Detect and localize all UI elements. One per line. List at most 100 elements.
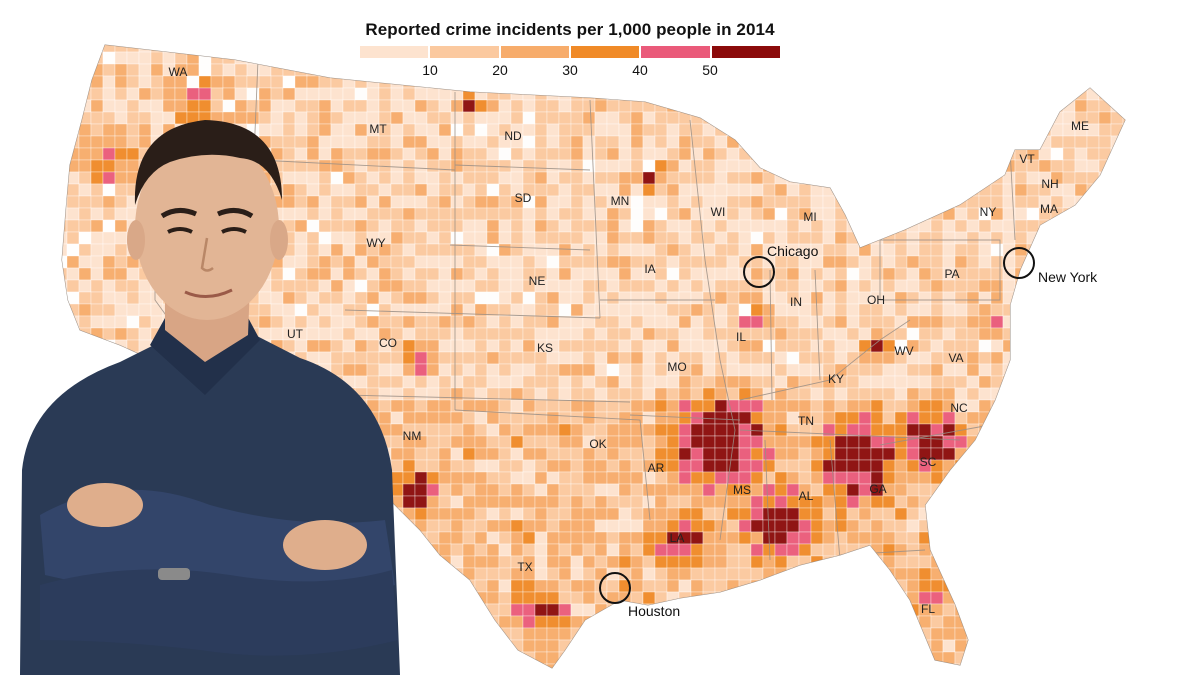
county-cell: [414, 279, 428, 293]
county-cell: [90, 159, 104, 173]
county-cell: [786, 339, 800, 353]
person-watch: [158, 568, 190, 580]
county-cell: [702, 315, 716, 329]
county-cell: [1098, 219, 1112, 233]
county-cell: [462, 267, 476, 281]
county-cell: [342, 147, 356, 161]
county-cell: [438, 327, 452, 341]
county-cell: [102, 351, 116, 365]
county-cell: [1038, 459, 1052, 473]
county-cell: [690, 327, 704, 341]
county-cell: [858, 159, 872, 173]
county-cell: [558, 411, 572, 425]
county-cell: [402, 87, 416, 101]
county-cell: [1110, 603, 1124, 617]
county-cell: [726, 615, 740, 629]
county-cell: [294, 195, 308, 209]
county-cell: [1014, 375, 1028, 389]
county-cell: [906, 63, 920, 77]
county-cell: [1002, 483, 1016, 497]
county-cell: [294, 183, 308, 197]
county-cell: [906, 171, 920, 185]
county-cell: [858, 579, 872, 593]
county-cell: [366, 99, 380, 113]
county-cell: [438, 291, 452, 305]
county-cell: [570, 339, 584, 353]
county-cell: [450, 483, 464, 497]
county-cell: [1110, 171, 1124, 185]
county-cell: [402, 123, 416, 137]
county-cell: [570, 507, 584, 521]
county-cell: [150, 123, 164, 137]
county-cell: [594, 327, 608, 341]
county-cell: [1074, 339, 1088, 353]
county-cell: [978, 51, 992, 65]
county-cell: [618, 303, 632, 317]
county-cell: [702, 363, 716, 377]
county-cell: [582, 663, 596, 668]
county-cell: [450, 99, 464, 113]
county-cell: [810, 171, 824, 185]
county-cell: [570, 291, 584, 305]
county-cell: [1074, 75, 1088, 89]
county-cell: [966, 183, 980, 197]
county-cell: [1026, 387, 1040, 401]
county-cell: [942, 51, 956, 65]
county-cell: [702, 423, 716, 437]
county-cell: [330, 135, 344, 149]
county-cell: [594, 627, 608, 641]
county-cell: [678, 231, 692, 245]
county-cell: [714, 243, 728, 257]
county-cell: [918, 399, 932, 413]
county-cell: [450, 471, 464, 485]
county-cell: [606, 639, 620, 653]
county-cell: [1026, 375, 1040, 389]
county-cell: [306, 123, 320, 137]
county-cell: [102, 315, 116, 329]
county-cell: [1086, 339, 1100, 353]
county-cell: [810, 507, 824, 521]
county-cell: [954, 303, 968, 317]
county-cell: [930, 159, 944, 173]
county-cell: [990, 663, 1004, 668]
county-cell: [378, 303, 392, 317]
county-cell: [1086, 219, 1100, 233]
county-cell: [486, 267, 500, 281]
county-cell: [1050, 327, 1064, 341]
county-cell: [870, 363, 884, 377]
county-cell: [522, 615, 536, 629]
county-cell: [978, 627, 992, 641]
county-cell: [1110, 207, 1124, 221]
county-cell: [834, 627, 848, 641]
county-cell: [378, 183, 392, 197]
county-cell: [1026, 51, 1040, 65]
county-cell: [78, 315, 92, 329]
county-cell: [714, 315, 728, 329]
county-cell: [690, 387, 704, 401]
county-cell: [774, 423, 788, 437]
county-cell: [498, 279, 512, 293]
county-cell: [1014, 75, 1028, 89]
county-cell: [534, 231, 548, 245]
county-cell: [630, 447, 644, 461]
county-cell: [534, 411, 548, 425]
county-cell: [654, 159, 668, 173]
county-cell: [1026, 207, 1040, 221]
county-cell: [822, 531, 836, 545]
county-cell: [486, 435, 500, 449]
county-cell: [942, 315, 956, 329]
county-cell: [534, 507, 548, 521]
county-cell: [450, 279, 464, 293]
county-cell: [558, 315, 572, 329]
county-cell: [534, 135, 548, 149]
county-cell: [474, 183, 488, 197]
county-cell: [162, 45, 176, 53]
county-cell: [642, 171, 656, 185]
county-cell: [918, 183, 932, 197]
county-cell: [1122, 195, 1125, 209]
county-cell: [522, 579, 536, 593]
county-cell: [918, 51, 932, 65]
county-cell: [930, 339, 944, 353]
county-cell: [726, 447, 740, 461]
county-cell: [510, 471, 524, 485]
